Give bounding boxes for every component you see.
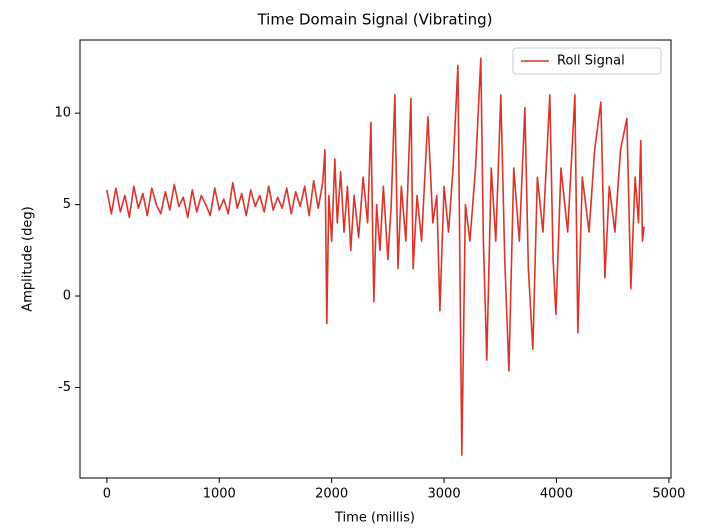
legend-box [512, 47, 662, 75]
y-tick-label: -5 [58, 380, 71, 395]
y-tick-label: 5 [63, 197, 71, 212]
x-tick-label: 1000 [203, 487, 236, 502]
x-axis-label: Time (millis) [334, 511, 415, 526]
x-tick-label: 5000 [652, 487, 685, 502]
y-axis-label: Amplitude (deg) [21, 206, 36, 311]
x-tick-label: 3000 [428, 487, 461, 502]
y-tick-label: 10 [54, 106, 71, 121]
y-tick-label: 0 [63, 289, 71, 304]
x-tick-label: 2000 [315, 487, 348, 502]
x-tick-label: 4000 [540, 487, 573, 502]
x-tick-label: 0 [103, 487, 111, 502]
legend-label: Roll Signal [557, 54, 625, 69]
axes-frame [79, 39, 672, 479]
line-series [106, 57, 645, 456]
chart-title: Time Domain Signal (Vibrating) [256, 11, 492, 29]
